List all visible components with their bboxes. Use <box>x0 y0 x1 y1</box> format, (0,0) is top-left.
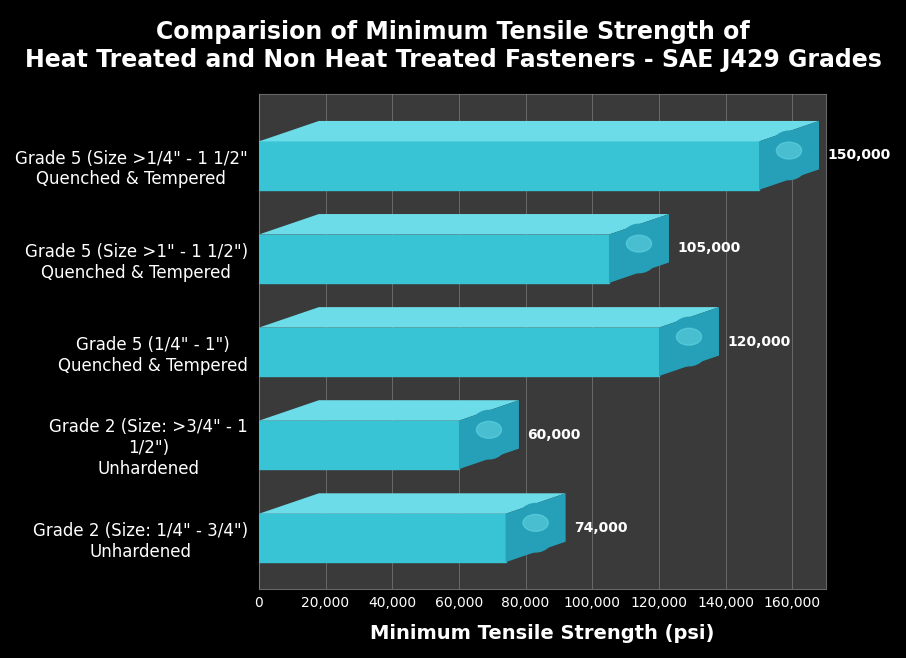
Text: 105,000: 105,000 <box>678 241 740 255</box>
Text: Comparision of Minimum Tensile Strength of
Heat Treated and Non Heat Treated Fas: Comparision of Minimum Tensile Strength … <box>24 20 882 72</box>
Polygon shape <box>659 307 719 376</box>
Bar <box>259 141 759 190</box>
Bar <box>259 420 459 469</box>
Ellipse shape <box>776 142 802 159</box>
Polygon shape <box>259 263 669 283</box>
Ellipse shape <box>626 235 651 252</box>
Polygon shape <box>759 121 819 190</box>
Polygon shape <box>259 494 565 514</box>
Polygon shape <box>259 121 819 141</box>
Polygon shape <box>259 449 519 469</box>
Text: 60,000: 60,000 <box>527 428 581 442</box>
X-axis label: Minimum Tensile Strength (psi): Minimum Tensile Strength (psi) <box>370 624 715 643</box>
Polygon shape <box>259 307 719 328</box>
Ellipse shape <box>477 421 502 438</box>
Text: 150,000: 150,000 <box>827 149 891 163</box>
Polygon shape <box>459 400 519 469</box>
Ellipse shape <box>467 411 510 459</box>
Text: 120,000: 120,000 <box>728 334 791 349</box>
Polygon shape <box>609 214 669 283</box>
Ellipse shape <box>523 515 548 532</box>
Polygon shape <box>259 214 669 234</box>
Polygon shape <box>259 542 565 562</box>
Ellipse shape <box>618 224 660 272</box>
Ellipse shape <box>668 317 710 366</box>
Ellipse shape <box>515 503 556 552</box>
Polygon shape <box>259 400 519 420</box>
Bar <box>259 514 506 562</box>
Polygon shape <box>259 355 719 376</box>
Text: 74,000: 74,000 <box>573 520 628 535</box>
Polygon shape <box>259 169 819 190</box>
Bar <box>259 234 609 283</box>
Polygon shape <box>506 494 565 562</box>
Bar <box>259 328 659 376</box>
Ellipse shape <box>768 131 810 180</box>
Ellipse shape <box>677 328 701 345</box>
